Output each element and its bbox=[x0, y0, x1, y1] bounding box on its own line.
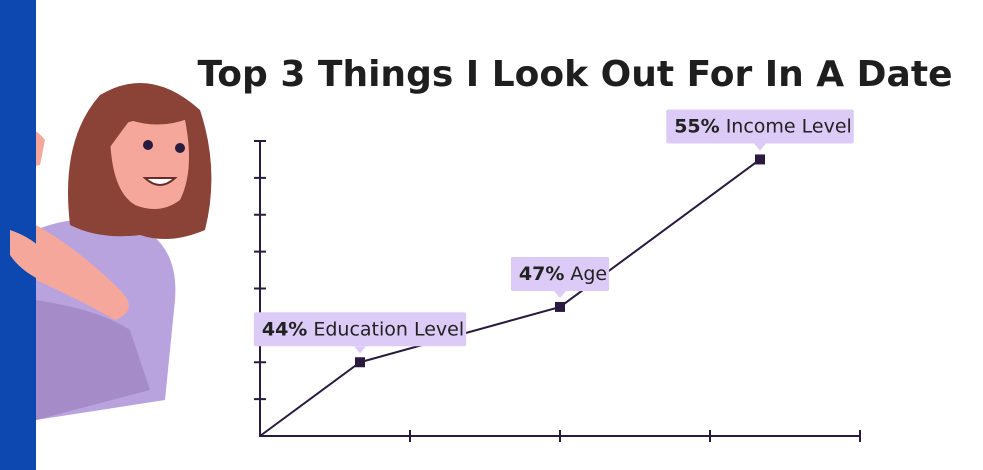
point bbox=[555, 301, 565, 312]
callout-text: 44% Education Level bbox=[262, 318, 464, 340]
callout: 47% Age bbox=[510, 256, 610, 298]
callout-pointer bbox=[754, 143, 766, 151]
callout-pointer bbox=[354, 346, 366, 354]
category-label: Income Level bbox=[726, 115, 852, 137]
callout-pointer bbox=[554, 290, 566, 298]
x-ticks bbox=[409, 430, 861, 442]
callout-box bbox=[510, 256, 610, 291]
callout-text: 47% Age bbox=[519, 262, 607, 284]
hand bbox=[10, 230, 55, 280]
chart-title: Top 3 Things I Look Out For In A Date bbox=[198, 54, 953, 95]
callout-box bbox=[253, 312, 467, 347]
face bbox=[110, 116, 189, 209]
point bbox=[755, 154, 765, 165]
value-label: 47% bbox=[519, 262, 564, 284]
eye bbox=[143, 140, 153, 150]
point bbox=[355, 357, 365, 368]
body-shade bbox=[36, 300, 150, 420]
category-label: Age bbox=[570, 262, 607, 284]
illustration bbox=[0, 0, 212, 470]
callout-box bbox=[666, 109, 854, 144]
value-label: 55% bbox=[674, 115, 719, 137]
arm bbox=[36, 225, 129, 320]
lead-line bbox=[259, 361, 361, 437]
callout: 55% Income Level bbox=[666, 109, 854, 151]
callout: 44% Education Level bbox=[253, 312, 467, 354]
smile bbox=[142, 177, 178, 186]
category-label: Education Level bbox=[313, 318, 464, 340]
value-label: 44% bbox=[262, 318, 307, 340]
fringe bbox=[100, 101, 190, 150]
eye bbox=[175, 143, 185, 153]
callout-text: 55% Income Level bbox=[674, 115, 852, 137]
